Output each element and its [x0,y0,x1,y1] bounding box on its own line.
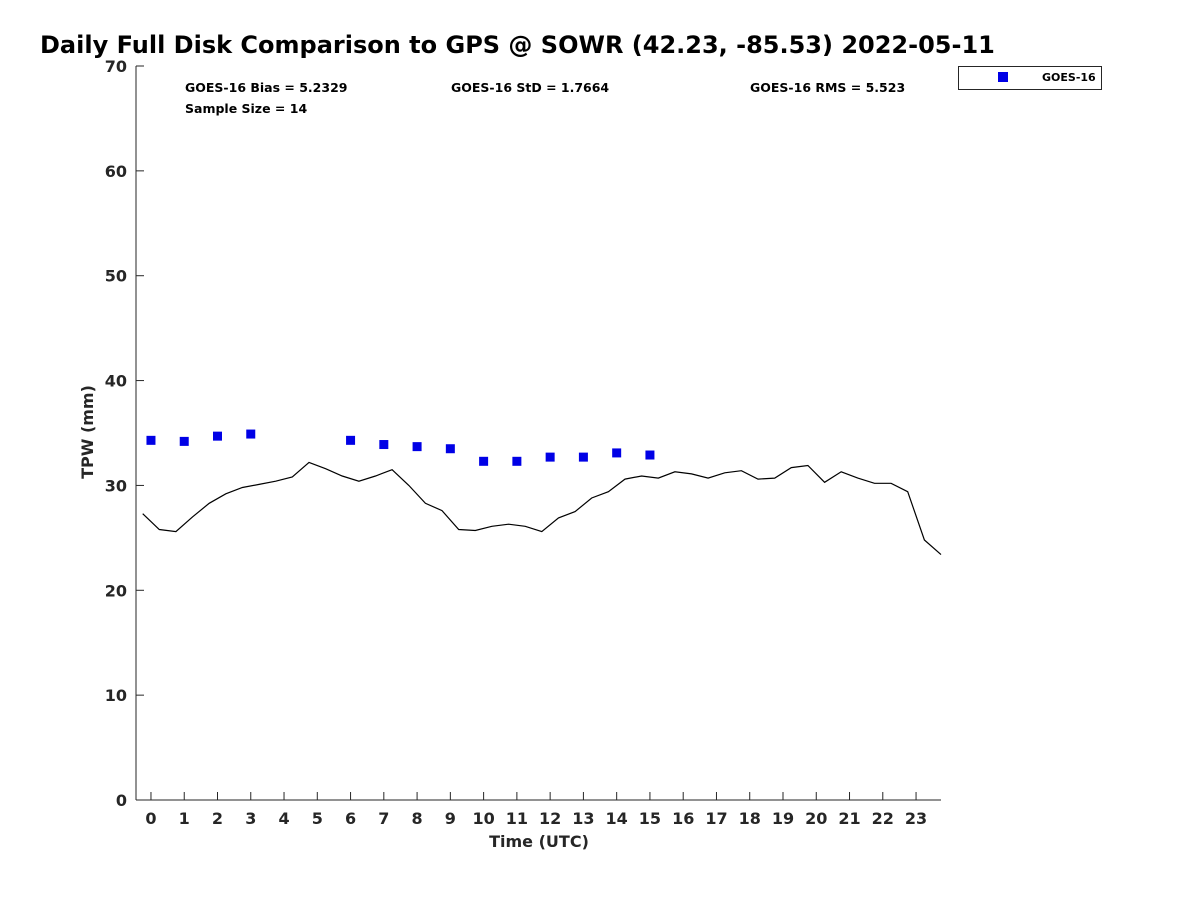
goes16-point [479,456,489,466]
x-tick-label: 18 [739,809,761,828]
legend-box [958,66,1102,90]
x-tick-label: 23 [905,809,927,828]
y-tick-label: 60 [105,162,127,181]
x-tick-label: 6 [345,809,356,828]
y-tick-label: 30 [105,476,127,495]
goes16-point [412,442,422,452]
x-tick-label: 14 [606,809,628,828]
x-tick-label: 10 [472,809,494,828]
std-annotation: GOES-16 StD = 1.7664 [451,80,609,95]
x-tick-label: 16 [672,809,694,828]
legend-label-goes16: GOES-16 [1042,71,1096,84]
y-axis-ticks: 0 10 20 30 40 50 60 70 [105,57,144,810]
x-tick-label: 4 [278,809,289,828]
x-axis-label: Time (UTC) [489,832,589,851]
x-tick-label: 13 [572,809,594,828]
x-tick-label: 21 [838,809,860,828]
x-tick-label: 12 [539,809,561,828]
legend-marker-goes16 [998,72,1008,82]
chart-title: Daily Full Disk Comparison to GPS @ SOWR… [40,31,995,59]
y-tick-label: 50 [105,267,127,286]
x-tick-label: 15 [639,809,661,828]
y-tick-label: 20 [105,581,127,600]
goes16-point [346,435,356,445]
x-tick-label: 0 [145,809,156,828]
x-axis-ticks: 0 1 2 3 4 5 6 7 8 9 10 11 12 13 14 15 16 17 18 19 20 21 22 23 [145,792,927,828]
x-tick-label: 8 [412,809,423,828]
y-tick-label: 0 [116,791,127,810]
goes16-point [612,448,622,458]
goes16-point [578,452,588,462]
x-tick-label: 11 [506,809,528,828]
x-tick-label: 22 [872,809,894,828]
x-tick-label: 5 [312,809,323,828]
goes16-series [146,429,655,466]
plot-area [135,66,941,801]
rms-annotation: GOES-16 RMS = 5.523 [750,80,905,95]
goes16-point [445,444,455,454]
goes16-point [246,429,256,439]
x-tick-label: 19 [772,809,794,828]
x-tick-label: 20 [805,809,827,828]
goes16-point [645,450,655,460]
goes16-point [212,431,222,441]
legend: GOES-16 [958,66,1102,90]
goes16-point [512,456,522,466]
goes16-point [379,440,389,450]
x-tick-label: 2 [212,809,223,828]
goes16-point [179,436,189,446]
x-tick-label: 7 [378,809,389,828]
x-tick-label: 3 [245,809,256,828]
goes16-point [545,452,555,462]
gps-series [142,461,942,556]
y-axis-label: TPW (mm) [78,385,97,479]
y-tick-label: 10 [105,686,127,705]
gps-line [142,461,942,556]
x-tick-label: 17 [705,809,727,828]
x-tick-label: 9 [445,809,456,828]
y-tick-label: 70 [105,57,127,76]
y-tick-label: 40 [105,372,127,391]
bias-annotation: GOES-16 Bias = 5.2329 [185,80,347,95]
x-tick-label: 1 [179,809,190,828]
goes16-point [146,435,156,445]
sample-size-annotation: Sample Size = 14 [185,101,307,116]
